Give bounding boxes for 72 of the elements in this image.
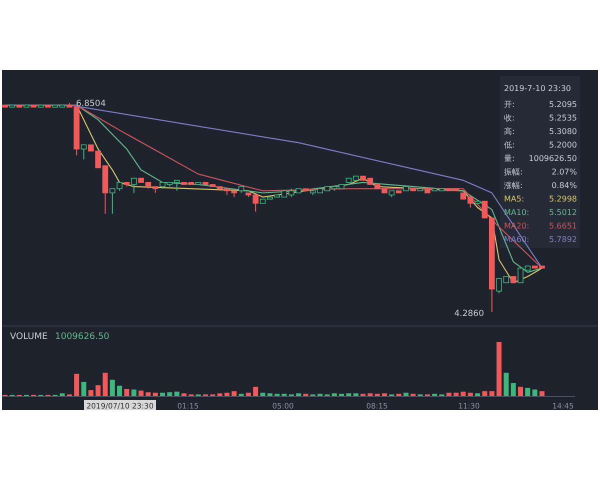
- bar: [353, 393, 358, 396]
- text: 5.2095: [549, 100, 577, 109]
- series-label: MA10:: [504, 208, 530, 217]
- annotation: 量:: [504, 154, 515, 163]
- annotation: 1009626.50: [55, 332, 110, 342]
- bar: [88, 390, 94, 396]
- bar: [518, 386, 524, 396]
- bar: [482, 391, 488, 396]
- annotation: 4.2860: [454, 309, 484, 319]
- annotation: 高:: [504, 127, 515, 136]
- bar: [382, 393, 387, 396]
- bar: [540, 391, 544, 396]
- bar: [182, 393, 186, 396]
- bar: [131, 390, 136, 396]
- bar: [454, 392, 459, 396]
- chart-title: VOLUME: [10, 332, 48, 342]
- bar: [332, 393, 337, 396]
- bar: [102, 372, 108, 396]
- bar: [267, 393, 272, 396]
- text: 0.84%: [552, 181, 578, 190]
- bar: [81, 382, 86, 396]
- bar: [60, 393, 65, 396]
- bar: [504, 372, 509, 396]
- bar: [253, 386, 258, 396]
- bar: [160, 392, 166, 396]
- candlestick: [130, 178, 137, 194]
- annotation: 低:: [504, 140, 515, 150]
- bar: [146, 392, 151, 396]
- bar: [246, 392, 251, 396]
- bar: [232, 391, 237, 396]
- bar: [510, 383, 516, 396]
- bar: [117, 386, 122, 396]
- bar: [224, 392, 230, 396]
- bar: [138, 390, 144, 396]
- bar: [296, 393, 302, 396]
- bar: [368, 393, 373, 396]
- text: 5.5012: [549, 208, 577, 217]
- bar: [475, 393, 480, 396]
- annotation: 振幅:: [504, 168, 523, 176]
- bar: [152, 392, 158, 396]
- text: 5.2998: [549, 194, 577, 204]
- bar: [446, 392, 452, 396]
- bar: [74, 374, 80, 396]
- bar: [174, 392, 180, 396]
- bar: [96, 385, 101, 396]
- bar: [468, 392, 473, 396]
- annotation: 1009626.50: [528, 154, 577, 163]
- bar: [496, 342, 502, 396]
- bar: [346, 393, 352, 396]
- text: 2.07%: [552, 168, 578, 176]
- bar: [260, 392, 266, 396]
- bar: [403, 392, 408, 396]
- bar: [124, 388, 130, 396]
- bar: [489, 391, 494, 396]
- text: 5.2535: [549, 114, 577, 122]
- text: 2019-7-10 23:30: [504, 84, 571, 93]
- bar: [167, 392, 172, 396]
- annotation: 涨幅:: [504, 181, 523, 190]
- bar: [110, 380, 115, 396]
- annotation: 开:: [504, 100, 515, 109]
- annotation: 6.8504: [76, 99, 106, 109]
- annotation: 收:: [504, 114, 515, 122]
- bar: [217, 393, 222, 396]
- bar: [532, 390, 538, 396]
- text: 5.7892: [549, 235, 577, 244]
- text: 5.2000: [549, 140, 577, 150]
- candlestick: [80, 144, 87, 160]
- text: 5.3080: [549, 127, 577, 136]
- bar: [525, 388, 530, 396]
- bar: [460, 392, 466, 396]
- text: 5.6651: [549, 222, 577, 230]
- text: MA5:: [504, 194, 524, 204]
